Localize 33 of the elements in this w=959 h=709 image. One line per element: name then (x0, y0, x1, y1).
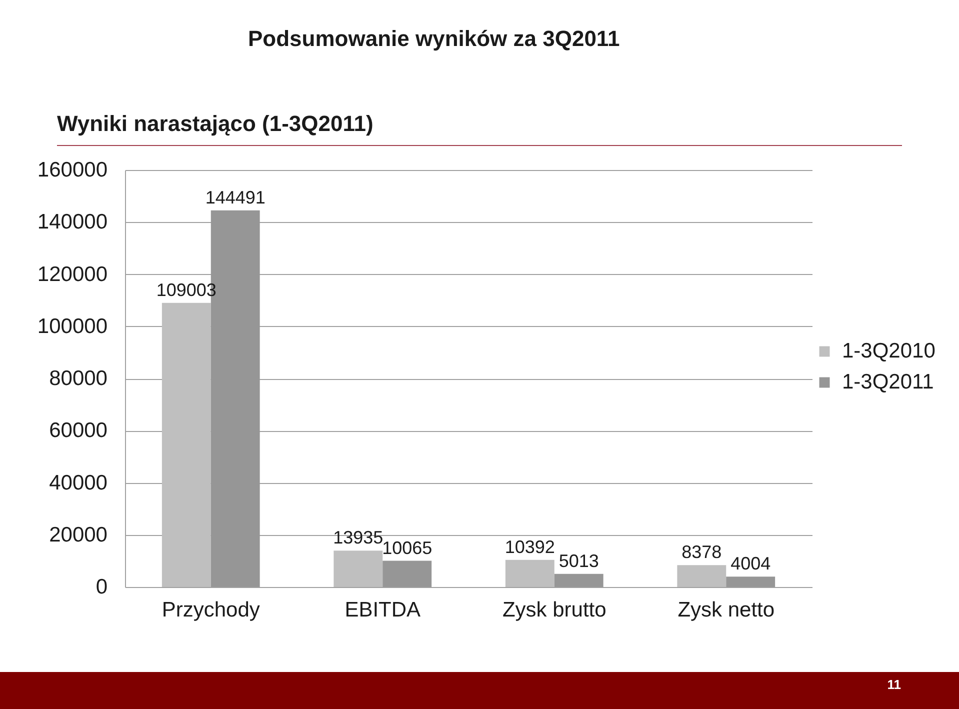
bar (554, 574, 604, 587)
chart-subtitle: Wyniki narastająco (1-3Q2011) (57, 111, 374, 137)
y-tick-label: 100000 (37, 314, 108, 338)
x-tick-label: Zysk netto (678, 598, 775, 622)
legend-label: 1-3Q2011 (842, 370, 934, 394)
data-label: 13935 (333, 528, 384, 548)
y-tick-label: 120000 (37, 262, 108, 286)
bar (726, 576, 776, 587)
bar (162, 302, 211, 587)
y-tick-label: 60000 (49, 419, 108, 442)
data-label: 109003 (156, 280, 216, 300)
y-tick-label: 0 (96, 576, 108, 598)
text: 11 (887, 677, 901, 692)
y-tick-label: 80000 (49, 367, 108, 390)
data-label: 144491 (205, 187, 266, 208)
y-tick-label: 20000 (49, 523, 108, 546)
bar (334, 550, 383, 587)
data-label: 10392 (504, 536, 555, 557)
data-label: 5013 (558, 550, 599, 571)
data-label: 10065 (382, 538, 432, 558)
x-tick-label: Zysk brutto (502, 598, 606, 622)
bar (505, 560, 554, 587)
x-tick-label: Przychody (162, 598, 260, 622)
bar (677, 565, 726, 587)
y-tick-label: 140000 (37, 210, 108, 234)
data-label: 8378 (682, 542, 722, 562)
y-tick-label: 160000 (37, 158, 108, 182)
x-tick-label: EBITDA (344, 598, 421, 622)
bar (382, 560, 432, 587)
chart-title: Podsumowanie wyników za 3Q2011 (248, 26, 620, 52)
data-label: 4004 (730, 554, 771, 574)
legend-label: 1-3Q2010 (842, 339, 936, 362)
y-tick-label: 40000 (49, 471, 108, 494)
